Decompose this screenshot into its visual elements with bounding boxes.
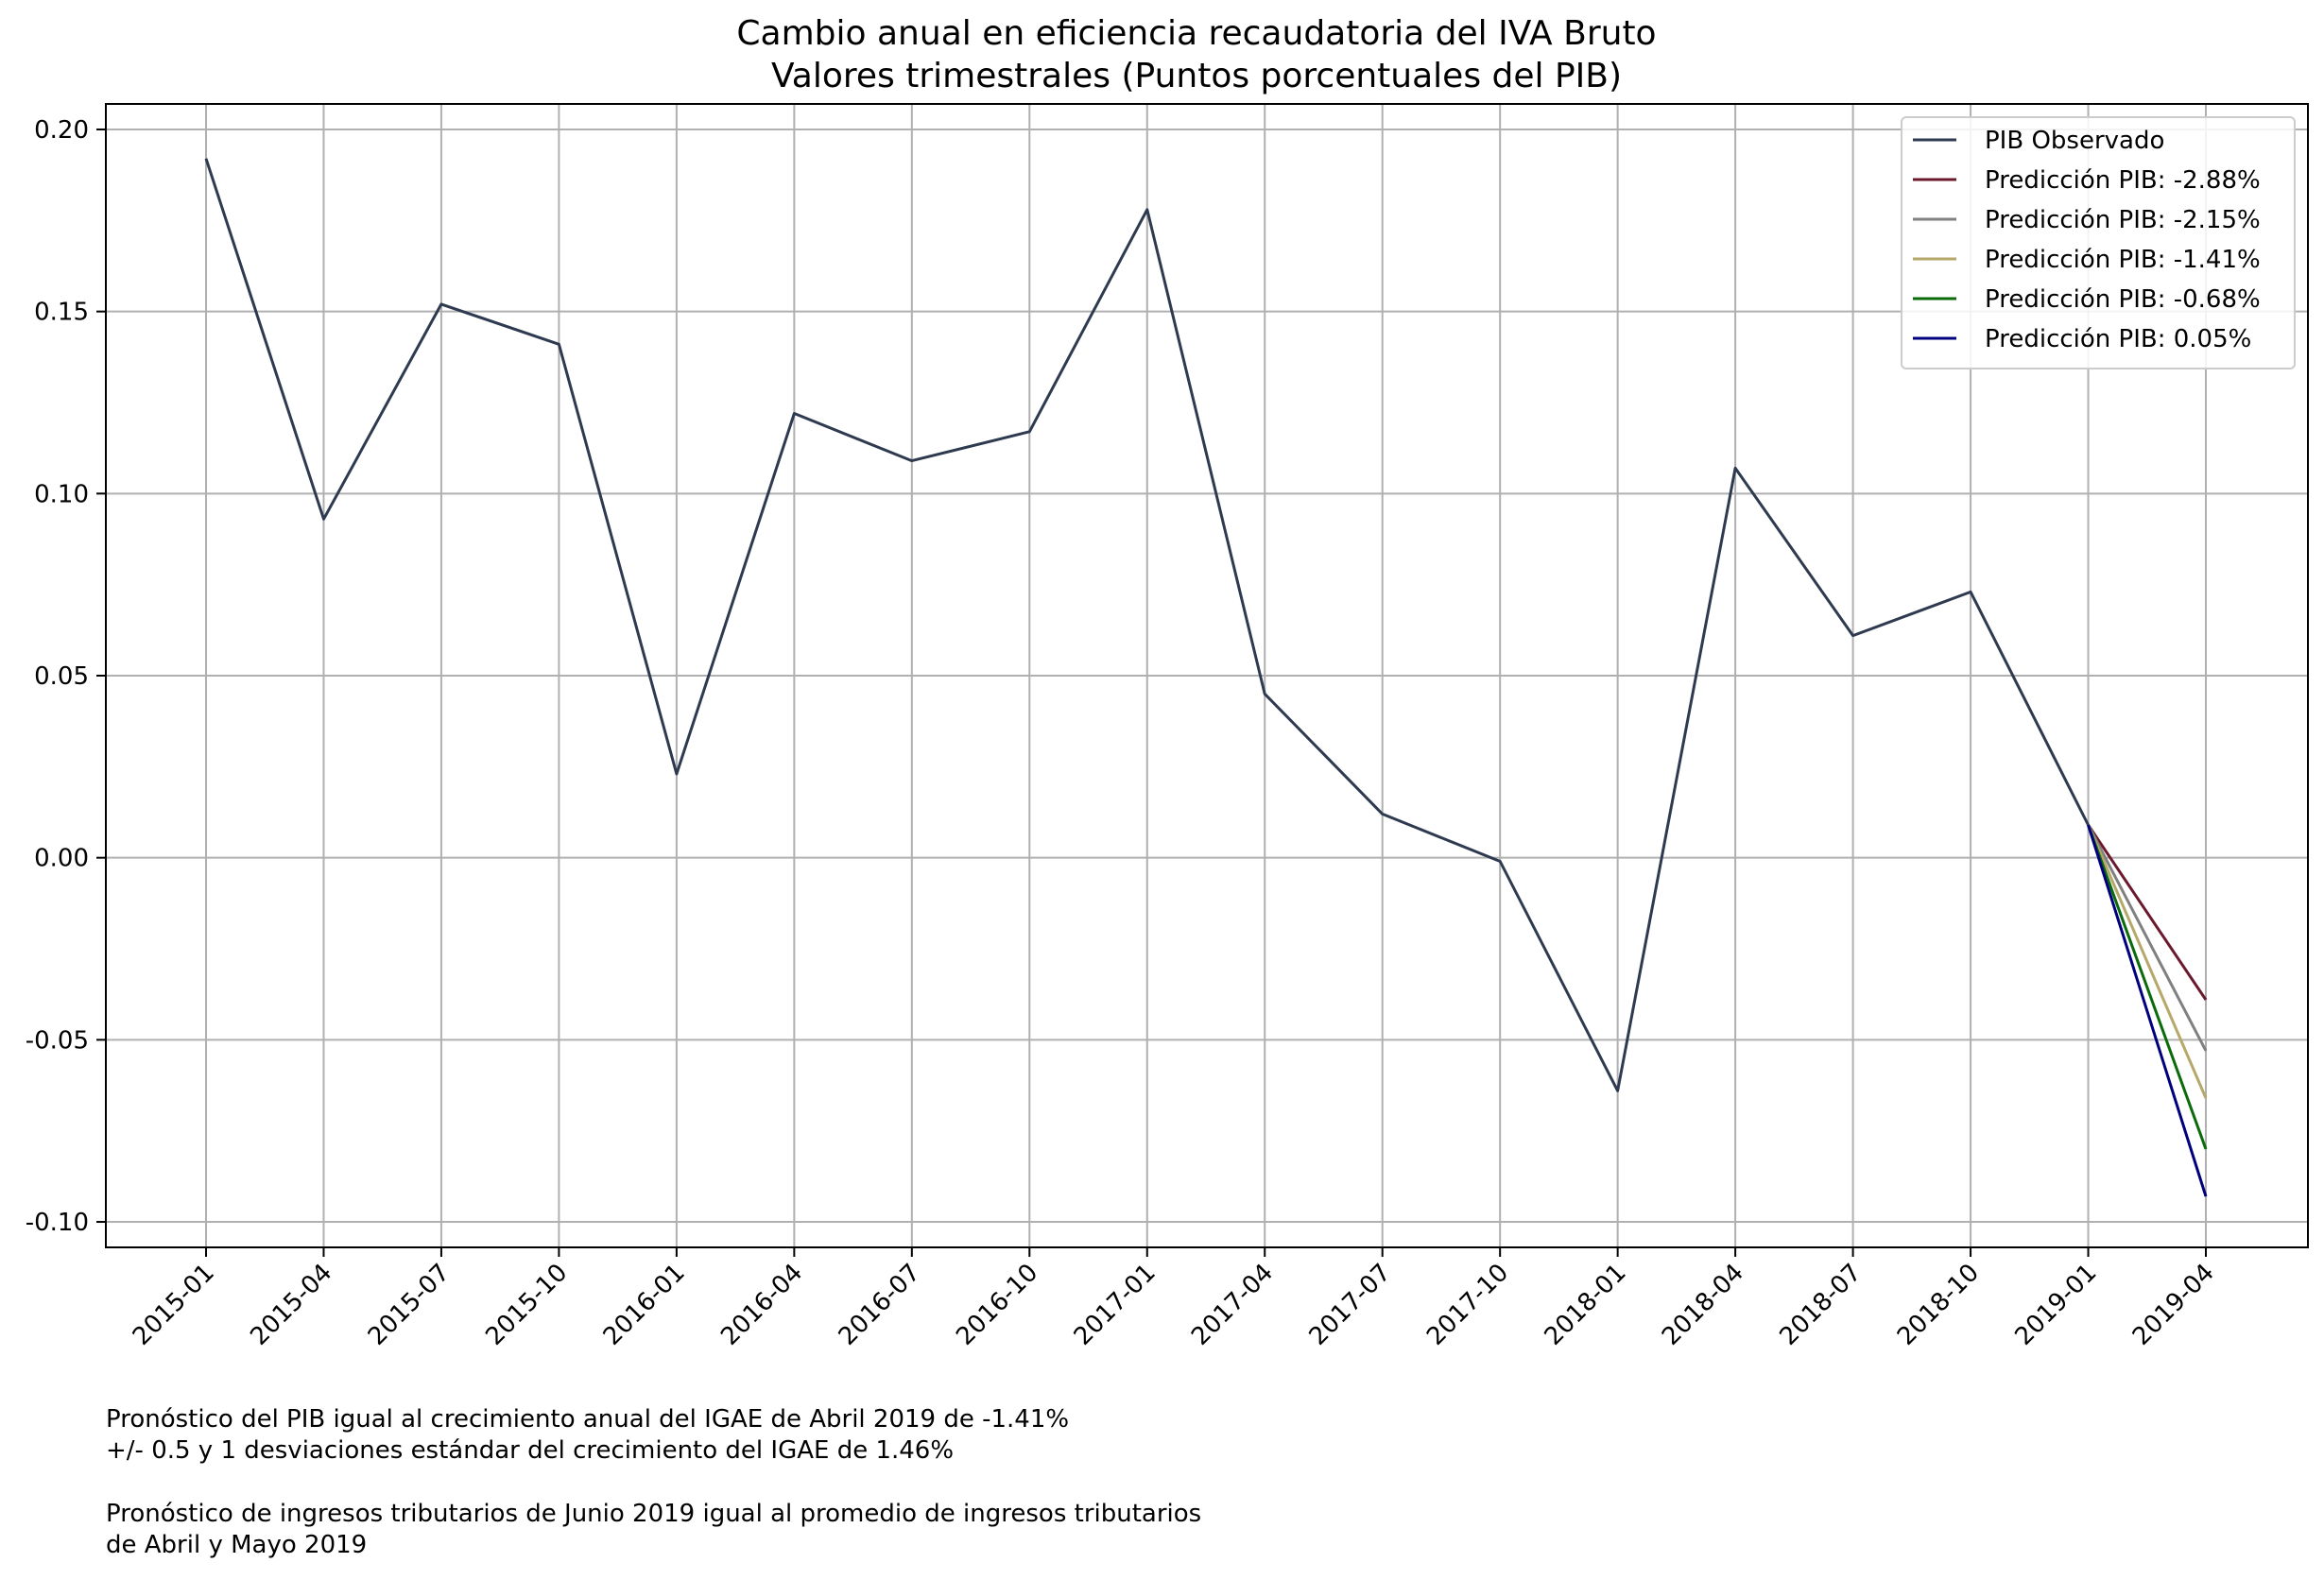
legend: PIB Observado Predicción PIB: -2.88% Predi… <box>1901 116 2296 369</box>
chart-subtitle: Valores trimestrales (Puntos porcentuale… <box>771 57 1622 95</box>
y-tick-label: -0.05 <box>26 1026 89 1055</box>
y-tick-label: 0.15 <box>34 299 89 327</box>
legend-label: PIB Observado <box>1985 127 2164 155</box>
x-tick-label: 2019-04 <box>2127 1259 2220 1351</box>
x-tick-label: 2019-01 <box>2009 1259 2102 1351</box>
x-tick-label: 2017-04 <box>1186 1259 1279 1351</box>
series-line <box>2087 824 2208 1001</box>
x-tick-label: 2015-01 <box>128 1259 220 1351</box>
y-tick-label: 0.05 <box>34 662 89 691</box>
series-line <box>2087 824 2208 1197</box>
series-line <box>2087 824 2208 1150</box>
x-tick-label: 2015-07 <box>363 1259 456 1351</box>
series-line <box>2087 824 2208 1099</box>
y-tick-label: 0.00 <box>34 845 89 873</box>
chart-title: Cambio anual en eficiencia recaudatoria … <box>736 14 1656 53</box>
series-lines <box>204 158 2208 1197</box>
x-tick-label: 2018-07 <box>1775 1259 1868 1351</box>
x-tick-label: 2015-04 <box>245 1259 337 1351</box>
x-tick-label: 2017-07 <box>1304 1259 1397 1351</box>
legend-label: Predicción PIB: -1.41% <box>1985 246 2261 274</box>
y-tick-label: 0.10 <box>34 480 89 508</box>
x-tick-label: 2018-10 <box>1892 1259 1985 1351</box>
footnotes: Pronóstico del PIB igual al crecimiento … <box>106 1404 1201 1561</box>
x-tick-label: 2017-01 <box>1069 1259 1162 1351</box>
legend-label: Predicción PIB: -0.68% <box>1985 285 2261 314</box>
x-tick-label: 2016-01 <box>598 1259 691 1351</box>
legend-label: Predicción PIB: -2.88% <box>1985 166 2261 195</box>
footnote-line: Pronóstico del PIB igual al crecimiento … <box>106 1405 1070 1434</box>
x-tick-label: 2015-10 <box>480 1259 573 1351</box>
x-tick-label: 2018-04 <box>1657 1259 1749 1351</box>
y-tick-label: -0.10 <box>26 1209 89 1237</box>
series-line <box>204 158 2090 1092</box>
footnote-line: +/- 0.5 y 1 desviaciones estándar del cr… <box>106 1436 955 1465</box>
x-tick-label: 2018-01 <box>1540 1259 1632 1351</box>
legend-box <box>1901 116 2296 369</box>
grid <box>106 104 2308 1247</box>
x-tick-label: 2016-10 <box>951 1259 1043 1351</box>
y-tick-label: 0.20 <box>34 116 89 145</box>
y-axis: 0.20 0.15 0.10 0.05 0.00 -0.05 -0.10 <box>26 116 106 1237</box>
legend-label: Predicción PIB: 0.05% <box>1985 325 2251 353</box>
footnote-line: de Abril y Mayo 2019 <box>106 1531 368 1559</box>
x-tick-label: 2016-07 <box>834 1259 926 1351</box>
series-line <box>2087 824 2208 1052</box>
footnote-line: Pronóstico de ingresos tributarios de Ju… <box>106 1500 1202 1528</box>
x-axis: 2015-01 2015-04 2015-07 2015-10 2016-01 2016-… <box>128 1247 2220 1351</box>
x-tick-label: 2017-10 <box>1421 1259 1514 1351</box>
legend-label: Predicción PIB: -2.15% <box>1985 206 2261 234</box>
x-tick-label: 2016-04 <box>715 1259 808 1351</box>
